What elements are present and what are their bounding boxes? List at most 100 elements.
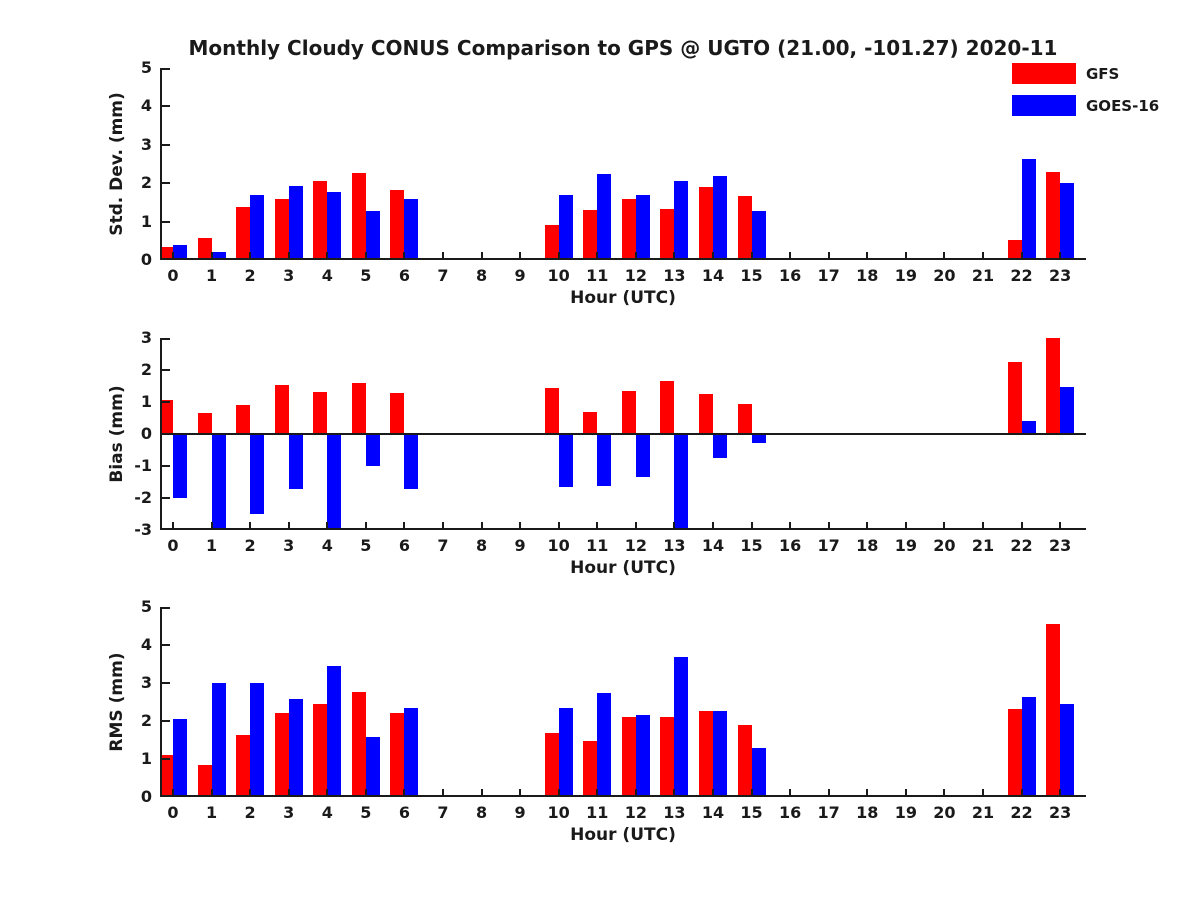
x-tick-label: 16 [778, 803, 802, 822]
x-tick [904, 252, 907, 260]
x-tick [943, 252, 946, 260]
x-tick [480, 522, 483, 530]
x-tick [364, 252, 367, 260]
bar-gfs-hour23 [1046, 172, 1061, 260]
bar-goes-16-hour2 [250, 683, 265, 797]
x-tick-label: 19 [894, 536, 917, 555]
x-tick-label: 16 [778, 536, 802, 555]
y-tick [162, 497, 170, 499]
x-tick-label: 18 [856, 536, 879, 555]
legend-entry-goes16: GOES-16 [1012, 95, 1159, 116]
x-axis-line [160, 528, 1086, 530]
x-tick-label: 13 [663, 266, 686, 285]
x-tick [1059, 789, 1062, 797]
bar-goes-16-hour11 [597, 693, 612, 797]
chart-title: Monthly Cloudy CONUS Comparison to GPS @… [188, 36, 1058, 60]
x-tick-label: 20 [933, 536, 956, 555]
y-axis-line [160, 607, 162, 797]
bar-gfs-hour14 [698, 186, 713, 260]
legend-label-gfs: GFS [1086, 64, 1120, 83]
bar-goes-16-hour5 [365, 737, 380, 797]
x-tick-label: 10 [547, 803, 570, 822]
bar-gfs-hour2 [236, 405, 251, 434]
y-tick-label: 3 [140, 673, 152, 692]
x-tick-label: 4 [321, 803, 333, 822]
bar-gfs-hour23 [1046, 338, 1061, 434]
x-tick [287, 789, 290, 797]
x-tick-label: 7 [437, 536, 449, 555]
bar-gfs-hour13 [660, 209, 675, 260]
subplot-stddev: 0 1 2 3 4 5 0 1 2 3 4 5 6 7 8 9 10 11 12 13 14 15 16 17 18 19 20 21… [141, 58, 1086, 285]
y-axis-line [160, 338, 162, 530]
x-tick [557, 522, 560, 530]
x-tick-label: 9 [514, 803, 526, 822]
y-tick [162, 182, 170, 185]
x-tick-label: 13 [663, 536, 686, 555]
y-tick-label: 5 [140, 597, 152, 616]
x-tick-label: 8 [475, 536, 488, 555]
x-axis-label-rms: Hour (UTC) [570, 825, 676, 845]
x-tick [711, 252, 714, 260]
x-tick [866, 789, 869, 797]
x-tick [480, 789, 483, 797]
y-axis-label-rms: RMS (mm) [107, 652, 127, 752]
bar-goes-16-hour12 [635, 714, 650, 797]
bar-gfs-hour5 [351, 691, 366, 797]
x-tick-label: 10 [547, 536, 570, 555]
bar-goes-16-hour2 [250, 194, 265, 260]
x-tick-label: 18 [856, 803, 879, 822]
y-tick [162, 758, 170, 760]
x-tick-label: 11 [586, 803, 609, 822]
bar-gfs-hour6 [390, 393, 405, 434]
x-axis-label-bias: Hour (UTC) [570, 558, 676, 578]
x-tick-label: 5 [360, 266, 372, 285]
bar-goes-16-hour15 [751, 747, 766, 797]
bar-goes-16-hour3 [288, 434, 303, 490]
y-tick-label: 1 [140, 749, 152, 768]
y-tick-label: 3 [140, 134, 152, 154]
x-tick-label: 6 [398, 536, 410, 555]
bar-goes-16-hour10 [558, 434, 573, 487]
y-tick [162, 68, 170, 70]
subplot-bias: -3 -2 -1 0 1 2 3 0 1 2 3 4 5 6 7 8 9 10 11 12 13 14 15 16 17 18 19… [134, 328, 1086, 555]
y-tick [162, 143, 170, 146]
x-tick [1059, 252, 1062, 260]
x-tick [673, 789, 676, 797]
x-tick-label: 7 [437, 266, 449, 285]
x-axis-line [160, 258, 1086, 260]
x-tick-label: 3 [283, 266, 295, 285]
x-tick [441, 789, 444, 797]
x-tick [711, 789, 714, 797]
x-tick [596, 252, 599, 260]
x-tick [172, 789, 174, 797]
bar-gfs-hour3 [274, 385, 289, 434]
x-tick [981, 789, 984, 797]
x-tick-label: 11 [586, 536, 609, 555]
bar-gfs-hour10 [544, 733, 559, 797]
bar-goes-16-hour12 [635, 194, 650, 260]
x-tick-label: 15 [740, 803, 763, 822]
x-tick-label: 6 [398, 266, 410, 285]
bar-gfs-hour12 [621, 717, 636, 797]
bar-goes-16-hour14 [712, 434, 727, 458]
bar-goes-16-hour0 [173, 719, 187, 797]
bar-goes-16-hour6 [404, 707, 419, 797]
x-tick [403, 252, 406, 260]
x-tick-label: 0 [167, 266, 179, 285]
x-tick-label: 16 [778, 266, 802, 285]
x-tick [557, 252, 560, 260]
x-tick-label: 12 [624, 803, 647, 822]
bar-goes-16-hour5 [365, 434, 380, 466]
zero-line [160, 433, 1086, 435]
bar-goes-16-hour3 [288, 699, 303, 797]
bar-gfs-hour23 [1046, 624, 1061, 797]
x-tick [634, 252, 637, 260]
bar-gfs-hour11 [583, 412, 598, 434]
x-tick [827, 522, 830, 530]
x-tick-label: 0 [167, 536, 179, 555]
x-tick [711, 522, 714, 530]
x-axis-label-stddev: Hour (UTC) [570, 288, 676, 308]
bar-gfs-hour15 [737, 403, 752, 434]
x-tick [403, 522, 406, 530]
bar-gfs-hour1 [197, 238, 212, 260]
